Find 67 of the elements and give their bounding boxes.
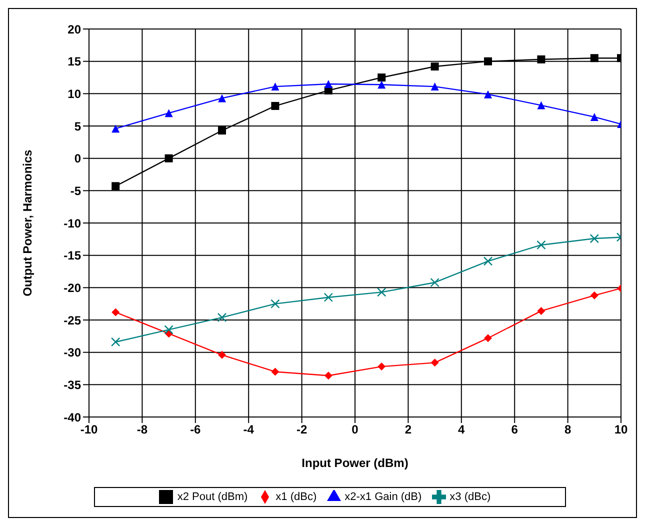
point bbox=[537, 55, 546, 64]
point bbox=[112, 308, 120, 316]
x-tick-label: 4 bbox=[458, 422, 466, 437]
y-tick-label: 15 bbox=[68, 54, 82, 69]
point bbox=[590, 54, 598, 62]
point bbox=[270, 299, 280, 308]
x-tick-label: 8 bbox=[564, 422, 572, 437]
y-tick-label: -20 bbox=[64, 280, 82, 295]
x-tick-label: -8 bbox=[136, 422, 148, 437]
y-tick-label: 10 bbox=[68, 86, 82, 101]
y-tick-label: -15 bbox=[64, 248, 82, 263]
point bbox=[164, 325, 174, 334]
legend-label: x2 Pout (dBm) bbox=[177, 490, 248, 503]
point bbox=[484, 334, 492, 342]
x-axis-title: Input Power (dBm) bbox=[302, 456, 408, 470]
x-tick-label: -6 bbox=[190, 422, 202, 437]
legend-label: x1 (dBc) bbox=[276, 490, 317, 503]
point bbox=[430, 278, 440, 288]
y-tick-label: -25 bbox=[64, 313, 82, 328]
point bbox=[378, 74, 386, 82]
point bbox=[271, 82, 280, 91]
point bbox=[430, 82, 439, 91]
point bbox=[590, 234, 599, 244]
point bbox=[111, 337, 120, 347]
y-tick-label: -5 bbox=[70, 184, 82, 198]
point bbox=[112, 124, 120, 133]
y-tick-label: -35 bbox=[64, 378, 82, 392]
point bbox=[483, 256, 493, 266]
point bbox=[537, 101, 546, 110]
y-tick-label: -10 bbox=[64, 216, 82, 230]
point bbox=[164, 109, 173, 118]
y-tick-label: 20 bbox=[68, 22, 82, 36]
point bbox=[537, 306, 546, 315]
x-tick-label: 0 bbox=[352, 422, 359, 437]
point bbox=[430, 62, 439, 71]
point bbox=[378, 362, 386, 371]
point bbox=[218, 94, 226, 102]
y-tick-label: -40 bbox=[64, 410, 82, 424]
point bbox=[324, 80, 332, 88]
x-tick-label: 6 bbox=[511, 422, 518, 437]
y-tick-label: -30 bbox=[64, 346, 82, 360]
point bbox=[590, 291, 598, 300]
y-axis-title: Output Power, Harmonics bbox=[20, 149, 34, 296]
x-tick-label: -2 bbox=[296, 422, 308, 437]
point bbox=[271, 102, 280, 110]
point bbox=[484, 90, 492, 98]
legend-label: x2-x1 Gain (dB) bbox=[344, 490, 422, 503]
point bbox=[218, 350, 226, 359]
x-tick-label: 10 bbox=[614, 422, 628, 437]
y-tick-label: 5 bbox=[74, 119, 82, 134]
point bbox=[377, 288, 386, 297]
point bbox=[324, 372, 332, 380]
legend-label: x3 (dBc) bbox=[450, 490, 491, 503]
point bbox=[536, 240, 546, 250]
point bbox=[164, 154, 173, 162]
point bbox=[484, 57, 492, 66]
point bbox=[217, 312, 227, 322]
point bbox=[378, 80, 386, 89]
x-tick-label: -4 bbox=[243, 422, 254, 437]
y-tick-label: 0 bbox=[74, 152, 82, 166]
point bbox=[324, 292, 333, 302]
point bbox=[590, 112, 598, 121]
point bbox=[430, 358, 439, 367]
point bbox=[218, 126, 226, 135]
x-tick-label: 2 bbox=[404, 422, 412, 437]
point bbox=[112, 182, 120, 190]
point bbox=[271, 368, 280, 376]
